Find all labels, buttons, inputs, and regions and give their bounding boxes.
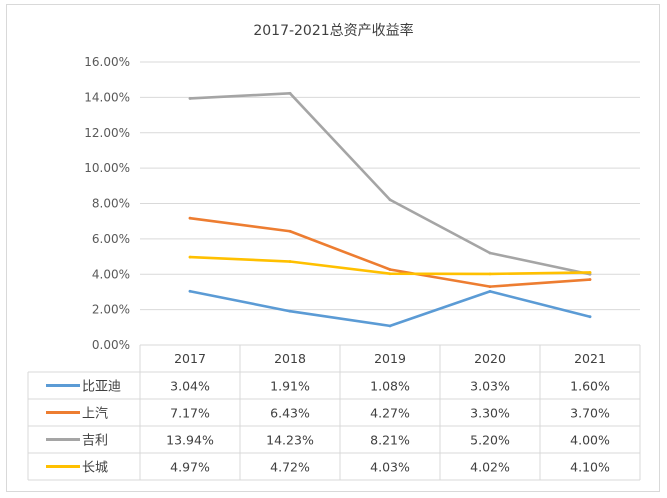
data-point bbox=[288, 91, 292, 95]
data-point bbox=[288, 309, 292, 313]
data-point bbox=[588, 315, 592, 319]
data-table-cell: 14.23% bbox=[266, 433, 314, 448]
y-tick-label: 8.00% bbox=[92, 197, 130, 211]
data-table-cell: 4.27% bbox=[370, 406, 410, 421]
x-category-label: 2020 bbox=[474, 351, 506, 366]
data-table-cell: 1.91% bbox=[270, 379, 310, 394]
series-line bbox=[188, 255, 592, 276]
x-category-label: 2018 bbox=[274, 351, 306, 366]
y-tick-label: 6.00% bbox=[92, 232, 130, 246]
data-point bbox=[288, 229, 292, 233]
data-point bbox=[288, 260, 292, 263]
y-tick-label: 0.00% bbox=[92, 338, 130, 352]
x-category-label: 2017 bbox=[174, 351, 206, 366]
legend-label: 吉利 bbox=[82, 434, 108, 449]
legend-label: 比亚迪 bbox=[82, 380, 121, 395]
data-table-cell: 3.70% bbox=[570, 406, 610, 421]
data-point bbox=[488, 285, 492, 289]
series-line bbox=[188, 289, 592, 328]
y-tick-label: 12.00% bbox=[84, 126, 130, 140]
series-line bbox=[188, 216, 592, 288]
data-table-cell: 1.08% bbox=[370, 379, 410, 394]
data-point bbox=[188, 216, 192, 220]
data-table-cell: 3.30% bbox=[470, 406, 510, 421]
series-line bbox=[188, 92, 592, 276]
data-table-cell: 7.17% bbox=[170, 406, 210, 421]
legend-label: 长城 bbox=[82, 461, 108, 476]
chart-title: 2017-2021总资产收益率 bbox=[253, 23, 414, 39]
data-point bbox=[388, 198, 392, 202]
data-point bbox=[188, 289, 192, 293]
data-table-cell: 6.43% bbox=[270, 406, 310, 421]
legend-label: 上汽 bbox=[82, 407, 108, 422]
data-point bbox=[388, 272, 392, 276]
data-table-cell: 3.03% bbox=[470, 379, 510, 394]
y-tick-label: 16.00% bbox=[84, 55, 130, 69]
data-point bbox=[588, 271, 592, 274]
data-point bbox=[188, 97, 192, 100]
y-tick-label: 2.00% bbox=[92, 303, 130, 317]
data-table-cell: 4.10% bbox=[570, 460, 610, 475]
data-point bbox=[488, 272, 492, 276]
data-table-cell: 4.02% bbox=[470, 460, 510, 475]
data-table-cell: 4.00% bbox=[570, 433, 610, 448]
x-category-label: 2019 bbox=[374, 351, 406, 366]
data-point bbox=[488, 290, 492, 293]
x-category-label: 2021 bbox=[574, 351, 606, 366]
data-point bbox=[388, 268, 392, 271]
data-point bbox=[588, 278, 592, 281]
data-point bbox=[388, 324, 392, 328]
data-table-cell: 13.94% bbox=[166, 433, 214, 448]
y-tick-label: 14.00% bbox=[84, 90, 130, 104]
data-table-cell: 8.21% bbox=[370, 433, 410, 448]
data-point bbox=[488, 251, 492, 255]
data-point bbox=[188, 255, 192, 259]
data-table-cell: 4.72% bbox=[270, 460, 310, 475]
y-tick-label: 4.00% bbox=[92, 267, 130, 281]
data-table-cell: 3.04% bbox=[170, 379, 210, 394]
data-table-cell: 5.20% bbox=[470, 433, 510, 448]
y-tick-label: 10.00% bbox=[84, 161, 130, 175]
data-table-cell: 4.03% bbox=[370, 460, 410, 475]
data-table-cell: 4.97% bbox=[170, 460, 210, 475]
data-table-cell: 1.60% bbox=[570, 379, 610, 394]
